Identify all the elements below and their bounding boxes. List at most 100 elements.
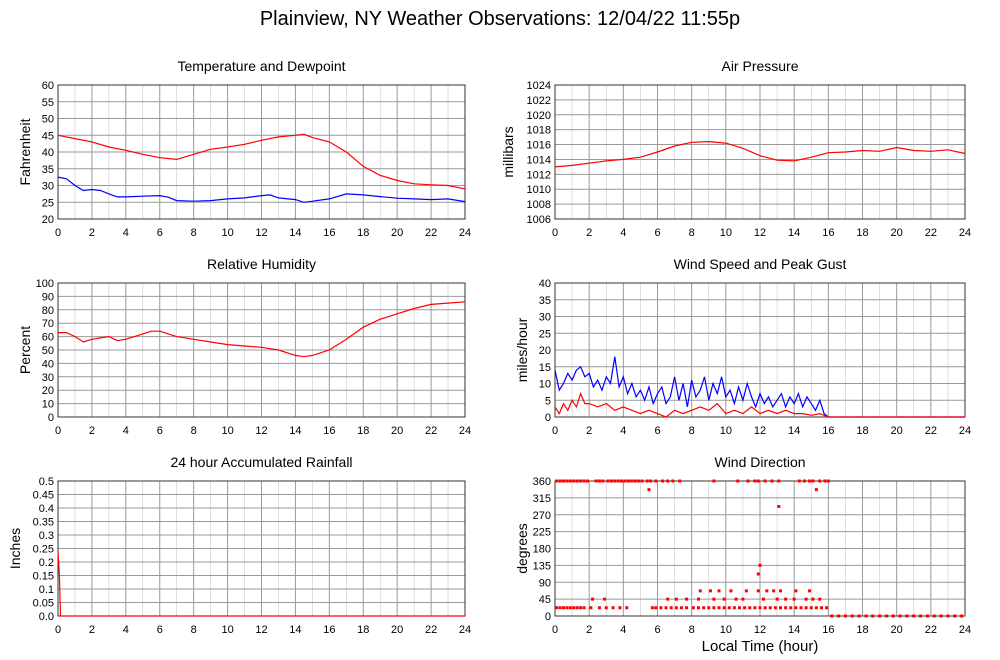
rain-xtick-label: 6 [157, 624, 163, 636]
wind-ytick-label: 10 [539, 379, 551, 391]
winddir-ytick-label: 90 [539, 577, 551, 589]
pressure-xtick-label: 4 [620, 227, 626, 239]
humidity-xtick-label: 12 [255, 425, 267, 437]
winddir-ytick-label: 270 [533, 510, 551, 522]
pressure-ytick-label: 1024 [527, 80, 551, 92]
winddir-point [758, 563, 762, 567]
humidity-xtick-label: 14 [289, 425, 301, 437]
winddir-point [763, 606, 767, 610]
winddir-point [555, 479, 559, 483]
temp-xtick-label: 22 [425, 227, 437, 239]
humidity-xtick-label: 2 [89, 425, 95, 437]
winddir-point [898, 614, 902, 618]
winddir-point [804, 597, 808, 601]
rain-xtick-label: 10 [221, 624, 233, 636]
page-title: Plainview, NY Weather Observations: 12/0… [259, 8, 741, 30]
pressure-xtick-label: 0 [552, 227, 558, 239]
temp-xtick-label: 14 [289, 227, 301, 239]
winddir-point [746, 479, 750, 483]
wind-xtick-label: 8 [689, 425, 695, 437]
pressure-xtick-label: 14 [788, 227, 800, 239]
winddir-point [647, 488, 651, 492]
winddir-point [891, 614, 895, 618]
winddir-point [837, 614, 841, 618]
winddir-point [804, 606, 808, 610]
winddir-xtick-label: 20 [891, 624, 903, 636]
winddir-point [669, 606, 673, 610]
winddir-point [565, 479, 569, 483]
winddir-point [575, 606, 579, 610]
rain-ytick-label: 0.05 [33, 598, 54, 610]
wind-xtick-label: 10 [720, 425, 732, 437]
winddir-point [727, 606, 731, 610]
winddir-ytick-label: 360 [533, 476, 551, 488]
rain-xtick-label: 4 [123, 624, 129, 636]
humidity-xtick-label: 18 [357, 425, 369, 437]
rain-ylabel: Inches [7, 528, 23, 569]
winddir-point [645, 479, 649, 483]
winddir-point [685, 597, 689, 601]
pressure-ytick-label: 1022 [527, 95, 551, 107]
temp-ylabel: Fahrenheit [17, 118, 33, 185]
humidity-ytick-label: 0 [48, 412, 54, 424]
humidity-xtick-label: 10 [221, 425, 233, 437]
pressure-title: Air Pressure [721, 58, 798, 74]
winddir-ytick-label: 225 [533, 527, 551, 539]
winddir-point [579, 606, 583, 610]
winddir-point [637, 479, 641, 483]
winddir-point [589, 606, 593, 610]
rain-series-line [57, 551, 465, 617]
rain-xtick-label: 20 [391, 624, 403, 636]
winddir-point [794, 589, 798, 593]
rain-xtick-label: 18 [357, 624, 369, 636]
humidity-ytick-label: 70 [42, 318, 54, 330]
winddir-point [864, 614, 868, 618]
winddir-point [708, 589, 712, 593]
winddir-point [562, 479, 566, 483]
winddir-point [912, 614, 916, 618]
humidity-plot-frame [57, 282, 466, 418]
wind-xtick-label: 4 [620, 425, 626, 437]
winddir-point [826, 479, 830, 483]
wind-plot-frame [554, 282, 966, 418]
rain-title: 24 hour Accumulated Rainfall [170, 454, 352, 470]
winddir-point [732, 606, 736, 610]
winddir-point [572, 479, 576, 483]
winddir-point [685, 606, 689, 610]
winddir-point [729, 589, 733, 593]
humidity-ytick-label: 60 [42, 332, 54, 344]
pressure-xtick-label: 16 [822, 227, 834, 239]
rain-ytick-label: 0.4 [39, 503, 54, 515]
humidity-xtick-label: 8 [191, 425, 197, 437]
winddir-point [811, 479, 815, 483]
temp-ytick-label: 35 [42, 164, 54, 176]
rain-xtick-label: 2 [89, 624, 95, 636]
winddir-point [568, 606, 572, 610]
winddir-point [946, 614, 950, 618]
winddir-point [734, 597, 738, 601]
pressure-xtick-label: 8 [689, 227, 695, 239]
pressure-ytick-label: 1014 [527, 154, 551, 166]
winddir-point [712, 606, 716, 610]
winddir-point [871, 614, 875, 618]
winddir-point [818, 479, 822, 483]
pressure-xtick-label: 18 [856, 227, 868, 239]
winddir-point [761, 597, 765, 601]
pressure-ylabel: millibars [500, 126, 516, 177]
winddir-point [772, 589, 776, 593]
temp-xtick-label: 16 [323, 227, 335, 239]
winddir-point [857, 614, 861, 618]
rain-ytick-label: 0.35 [33, 517, 54, 529]
winddir-point [784, 597, 788, 601]
humidity-ytick-label: 90 [42, 291, 54, 303]
winddir-point [603, 597, 607, 601]
winddir-xlabel: Local Time (hour) [702, 638, 819, 655]
winddir-ytick-label: 180 [533, 544, 551, 556]
pressure-plot-frame [554, 84, 966, 220]
winddir-point [623, 479, 627, 483]
winddir-point [640, 479, 644, 483]
winddir-point [633, 479, 637, 483]
winddir-point [664, 606, 668, 610]
winddir-point [597, 479, 601, 483]
